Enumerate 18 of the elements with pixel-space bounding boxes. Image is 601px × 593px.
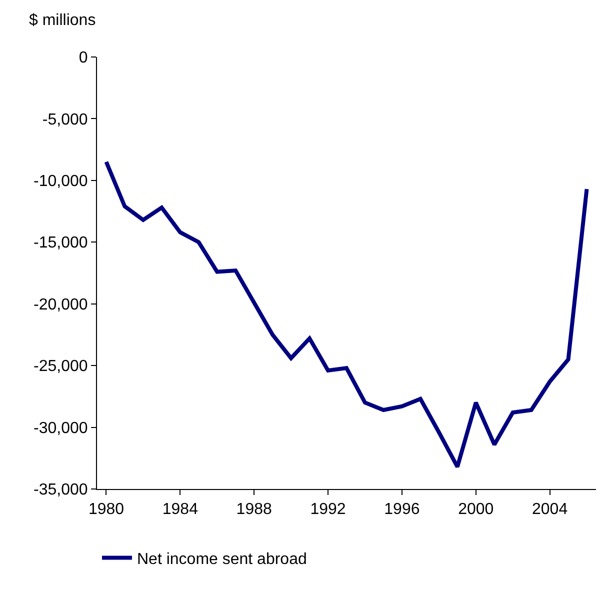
y-tick-label: -15,000 bbox=[34, 234, 88, 252]
y-tick-label: -20,000 bbox=[34, 296, 88, 314]
y-axis-title: $ millions bbox=[29, 12, 96, 29]
x-tick-label: 2004 bbox=[532, 501, 568, 518]
y-tick-label: -10,000 bbox=[34, 173, 88, 190]
y-tick-label: -5,000 bbox=[42, 111, 88, 128]
y-tick-label: 0 bbox=[78, 50, 88, 67]
x-tick-label: 1992 bbox=[310, 501, 346, 518]
y-tick-label: -25,000 bbox=[34, 358, 88, 376]
x-tick-label: 1980 bbox=[88, 501, 124, 518]
line-series bbox=[104, 160, 589, 469]
legend-label: Net income sent abroad bbox=[137, 550, 307, 568]
x-tick-label: 1988 bbox=[236, 501, 272, 518]
y-tick-label: -30,000 bbox=[34, 420, 88, 437]
x-tick-label: 1996 bbox=[384, 501, 420, 518]
x-tick-label: 2000 bbox=[458, 501, 494, 518]
x-tick-label: 1984 bbox=[162, 501, 198, 518]
y-tick-label: -35,000 bbox=[34, 482, 88, 499]
